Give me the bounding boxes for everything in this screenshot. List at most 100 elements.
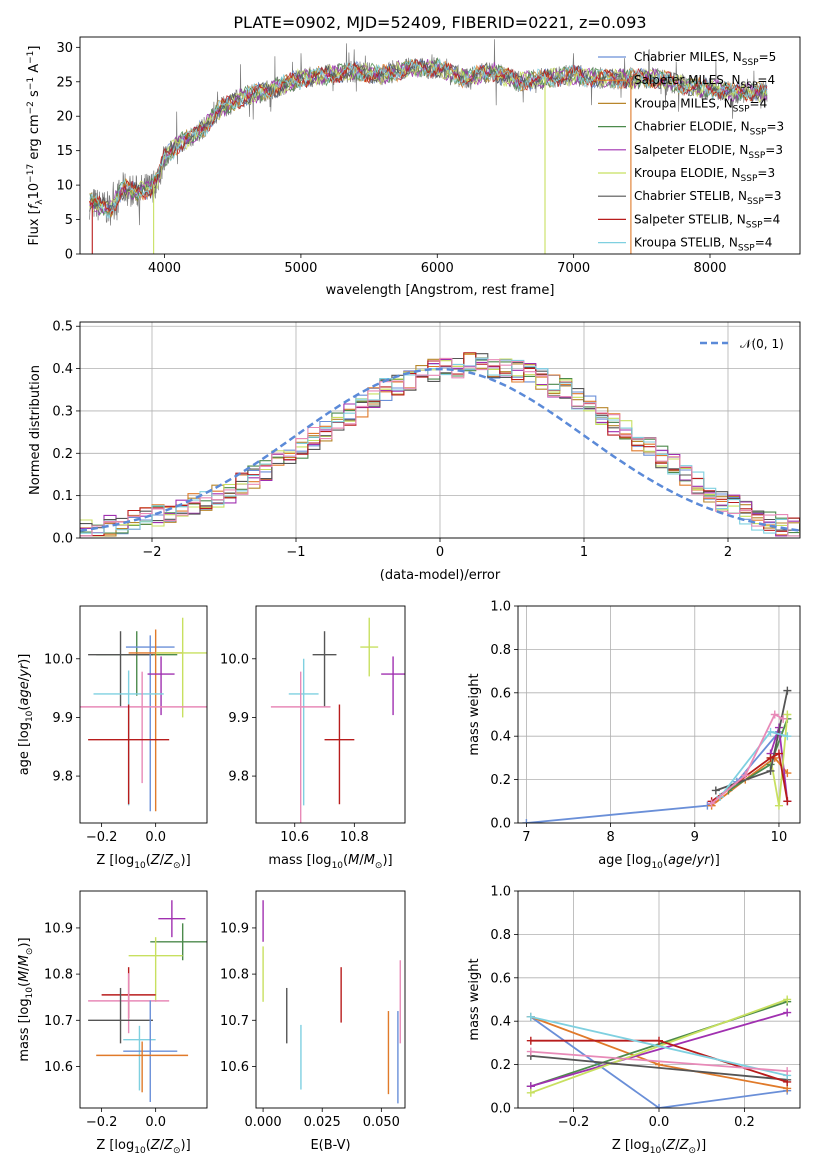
mass_weight_vs_Z-lines: [526, 995, 792, 1108]
y-tick-label: 0.0: [490, 817, 511, 832]
x-tick-label: 10.8: [340, 830, 369, 845]
histogram-ylabel: Normed distribution: [28, 365, 43, 495]
marker-plus-kroupa_stelib: [766, 727, 775, 736]
mass_weight_vs_Z-frame: [517, 890, 801, 1109]
x-tick-label: −0.2: [558, 1115, 590, 1130]
y-tick-label: 15: [56, 144, 73, 159]
y-tick-label: 0.6: [490, 971, 511, 986]
spectrum-frame: [79, 36, 801, 255]
mass_weight_vs_age-ylabel: mass weight: [467, 673, 482, 755]
mass_vs_Z-xlabel: Z [log10(Z/Z⊙)]: [96, 1138, 190, 1156]
figure-title: PLATE=0902, MJD=52409, FIBERID=0221, z=0…: [233, 13, 646, 32]
x-tick-label: 0.050: [363, 1115, 400, 1130]
y-tick-label: 0.8: [490, 928, 511, 943]
y-tick-label: 0: [65, 248, 73, 263]
histogram-kroupa_stelib: [80, 357, 800, 537]
y-tick-label: 10: [56, 179, 73, 194]
y-tick-label: 0.1: [52, 489, 73, 504]
marker-plus-salpeter_stelib: [774, 749, 783, 758]
y-tick-label: 9.9: [228, 711, 249, 726]
series-line-chabrier_miles: [526, 731, 780, 823]
age_vs_Z-axes: −0.2 0.0 9.8 9.9 10.0: [44, 652, 166, 845]
y-tick-label: 0.5: [52, 320, 73, 335]
y-tick-label: 0.4: [52, 362, 73, 377]
y-tick-label: 0.4: [490, 1015, 511, 1030]
x-tick-label: −2: [142, 545, 161, 560]
marker-plus-pink_extra: [770, 710, 779, 719]
marker-plus-salpeter_stelib: [655, 1036, 663, 1045]
y-tick-label: 0.2: [490, 773, 511, 788]
age_vs_Z-xlabel: Z [log10(Z/Z⊙)]: [96, 853, 190, 871]
x-tick-label: 0.025: [304, 1115, 341, 1130]
legend-label-kroupa_stelib: Kroupa STELIB, NSSP=4: [634, 236, 772, 254]
legend-label-chabrier_stelib: Chabrier STELIB, NSSP=3: [634, 189, 782, 207]
marker-plus-kroupa_stelib: [783, 732, 792, 741]
y-tick-label: 10.9: [220, 921, 249, 936]
marker-plus-chabrier_stelib: [783, 686, 792, 695]
y-tick-label: 10.9: [44, 921, 73, 936]
histogram-steps: [80, 352, 800, 537]
mass_vs_ebv-axes: 0.000 0.025 0.050 10.6 10.7 10.8 10.9: [220, 921, 400, 1130]
mass_weight_vs_age-xlabel: age [log10(age/yr)]: [598, 853, 720, 871]
marker-plus-pink_extra: [741, 771, 750, 780]
legend-label-chabrier_miles: Chabrier MILES, NSSP=5: [634, 50, 776, 68]
marker-plus-pink_extra: [707, 799, 716, 808]
age_vs_mass-axes: 10.6 10.8 9.8 9.9 10.0: [220, 652, 369, 845]
y-tick-label: 10.8: [44, 968, 73, 983]
y-tick-label: 25: [56, 75, 73, 90]
marker-plus-kroupa_elodie: [774, 801, 783, 810]
mass_weight_vs_Z-xlabel: Z [log10(Z/Z⊙)]: [612, 1138, 706, 1156]
y-tick-label: 0.3: [52, 404, 73, 419]
y-tick-label: 1.0: [490, 600, 511, 615]
x-tick-label: −0.2: [86, 1115, 118, 1130]
x-tick-label: 10: [771, 830, 788, 845]
marker-plus-chabrier_miles: [522, 819, 531, 823]
legend-label-kroupa_elodie: Kroupa ELODIE, NSSP=3: [634, 166, 775, 184]
histogram-chabrier_elodie: [80, 359, 800, 537]
y-tick-label: 1.0: [490, 885, 511, 900]
series-line-kroupa_stelib: [530, 1016, 788, 1077]
x-tick-label: 5000: [284, 261, 317, 276]
histogram-salpeter_stelib: [80, 352, 800, 537]
histogram-kroupa_elodie: [80, 353, 800, 537]
mass_weight_vs_age-lines: [522, 686, 792, 823]
x-tick-label: −1: [286, 545, 305, 560]
mass_vs_Z-frame: [79, 890, 208, 1109]
y-tick-label: 0.2: [52, 447, 73, 462]
normal-curve: [80, 367, 800, 532]
plots-layer: 4000 5000 6000 7000 8000051015202530waveleng…: [17, 36, 801, 1156]
x-tick-label: 0: [436, 545, 444, 560]
histogram-salpeter_miles: [80, 353, 800, 537]
spectrum-lines: [89, 39, 768, 254]
y-tick-label: 0.0: [52, 532, 73, 547]
mass_vs_ebv-points: [262, 900, 401, 1104]
mass_vs_ebv-frame: [255, 890, 406, 1109]
x-tick-label: 8: [606, 830, 614, 845]
y-tick-label: 10.0: [44, 652, 73, 667]
x-tick-label: 7000: [557, 261, 590, 276]
x-tick-label: 0.0: [649, 1115, 670, 1130]
y-tick-label: 10.6: [220, 1060, 249, 1075]
marker-plus-salpeter_elodie: [783, 1008, 792, 1017]
mass_weight_vs_age-axes: 7 8 9 10 0.0 0.2 0.4 0.6 0.8 1.0: [490, 600, 800, 845]
x-tick-label: 1: [580, 545, 588, 560]
marker-plus-salpeter_stelib: [766, 753, 775, 762]
mass_weight_vs_age-frame: [517, 605, 801, 824]
marker-plus-salpeter_stelib: [526, 1036, 535, 1045]
marker-plus-pink_extra: [526, 1047, 535, 1056]
model-spectrum-chabrier_stelib: [89, 58, 768, 212]
spectrum-legend: [598, 56, 626, 244]
mass_vs_Z-ylabel: mass [log10(M/M⊙)]: [17, 937, 35, 1061]
marker-plus-pink_extra: [779, 714, 788, 723]
y-tick-label: 30: [56, 41, 73, 56]
y-tick-label: 9.9: [52, 711, 73, 726]
age_vs_Z-points: [80, 617, 207, 812]
y-tick-label: 9.8: [228, 770, 249, 785]
mass_vs_Z-points: [88, 900, 207, 1102]
age_vs_Z-ylabel: age [log10(age/yr)]: [17, 654, 35, 776]
x-tick-label: 0.0: [145, 830, 166, 845]
observed-spectrum-line: [89, 39, 768, 226]
series-line-pink_extra: [530, 1050, 788, 1072]
series-line-chabrier_miles: [530, 1016, 788, 1108]
x-tick-label: 0.2: [734, 1115, 755, 1130]
